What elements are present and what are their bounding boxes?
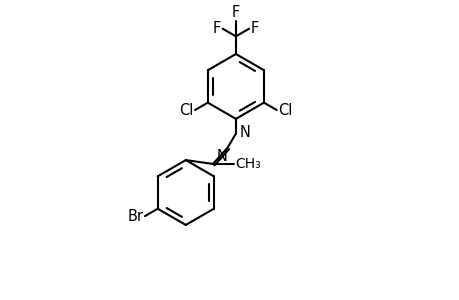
Text: Br: Br [128,208,144,224]
Text: F: F [231,5,240,20]
Text: Cl: Cl [179,103,193,118]
Text: F: F [213,21,221,36]
Text: N: N [216,149,227,164]
Text: F: F [250,21,258,36]
Text: Cl: Cl [277,103,291,118]
Text: CH₃: CH₃ [235,157,260,171]
Text: N: N [239,125,250,140]
